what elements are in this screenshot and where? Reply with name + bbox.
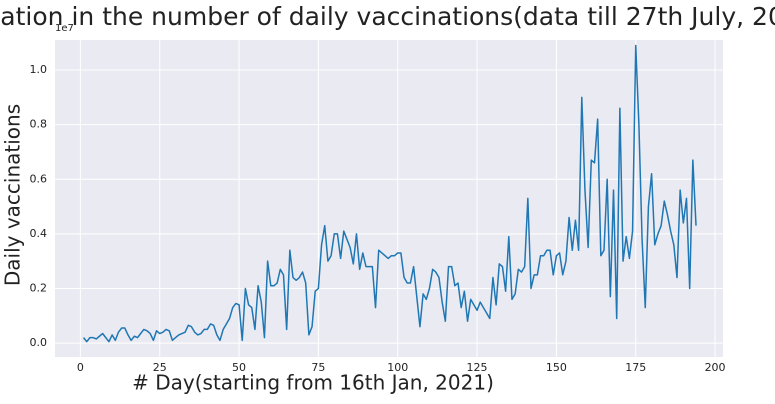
x-tick-label: 150 (546, 361, 567, 374)
x-tick-label: 100 (387, 361, 408, 374)
chart-title: Variation in the number of daily vaccina… (0, 2, 775, 31)
x-tick-label: 75 (311, 361, 325, 374)
x-axis-label: # Day(starting from 16th Jan, 2021) (132, 371, 494, 395)
y-tick-label: 0.6 (30, 172, 48, 185)
x-tick-label: 175 (625, 361, 646, 374)
y-tick-label: 0.8 (30, 118, 48, 131)
x-tick-label: 200 (705, 361, 726, 374)
data-line (82, 44, 697, 343)
y-tick-label: 0.2 (30, 281, 48, 294)
y-tick-label: 0.0 (30, 336, 48, 349)
y-tick-label: 0.4 (30, 227, 48, 240)
y-axis-label: Daily vaccinations (1, 104, 25, 286)
x-tick-label: 0 (77, 361, 84, 374)
x-tick-label: 50 (232, 361, 246, 374)
x-tick-label: 125 (467, 361, 488, 374)
y-tick-label: 1.0 (30, 63, 48, 76)
x-tick-label: 25 (153, 361, 167, 374)
plot-area (55, 40, 723, 357)
y-offset-label: 1e7 (55, 23, 74, 34)
